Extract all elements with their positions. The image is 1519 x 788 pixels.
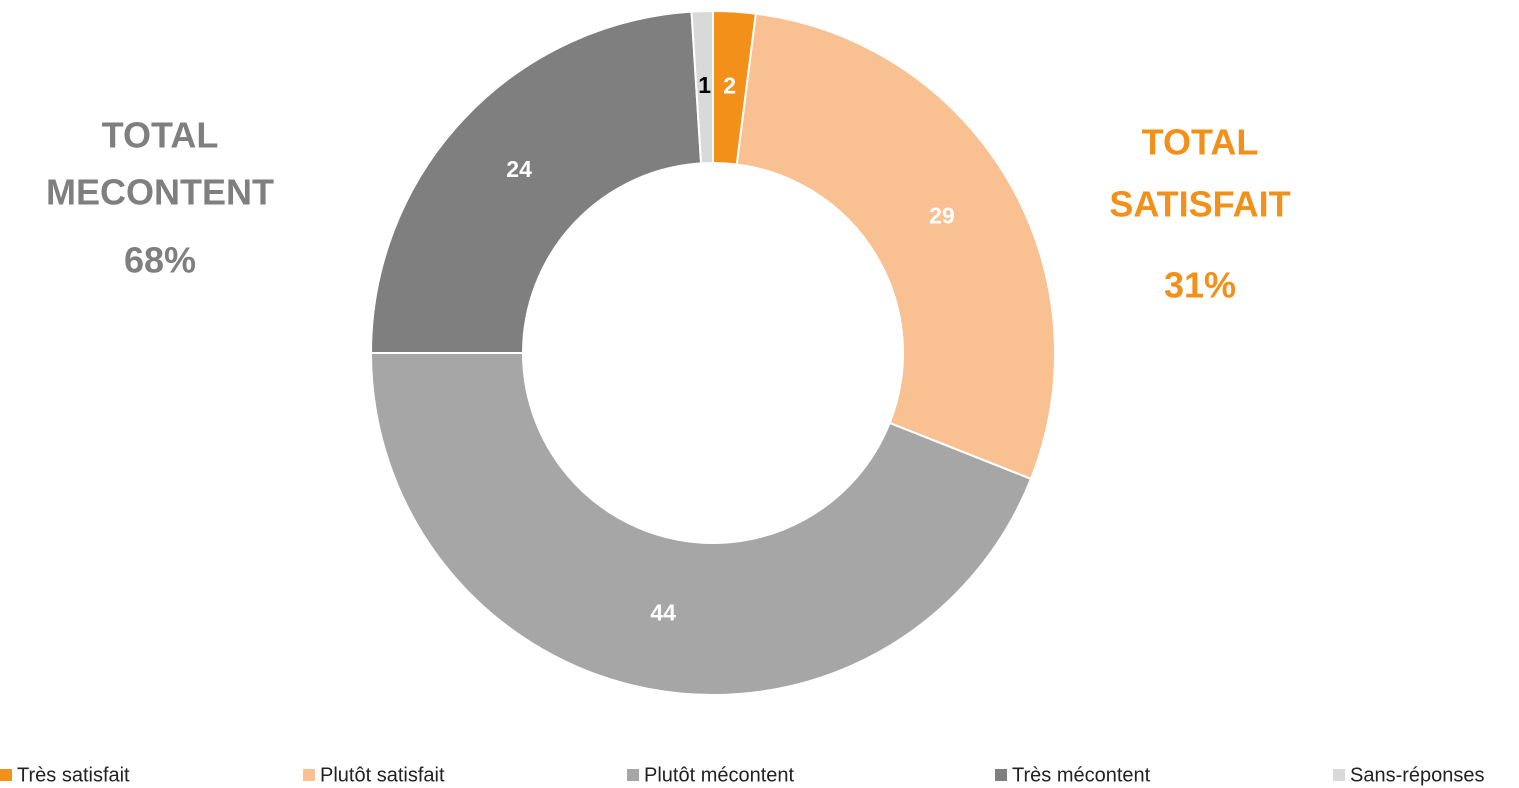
data-label: 44	[650, 599, 676, 625]
annotation: SATISFAIT	[1109, 184, 1290, 225]
legend-swatch	[995, 769, 1007, 781]
donut-slice	[369, 352, 1033, 696]
annotation: MECONTENT	[46, 172, 274, 213]
legend-swatch	[303, 769, 315, 781]
annotation: TOTAL	[1142, 122, 1259, 163]
legend-swatch	[1333, 769, 1345, 781]
data-label: 29	[929, 203, 955, 229]
annotation: 68%	[124, 240, 196, 281]
legend-label: Très mécontent	[1012, 764, 1151, 786]
data-label: 24	[506, 156, 532, 182]
data-label: 2	[723, 73, 736, 99]
donut-slice	[690, 9, 714, 165]
legend-label: Plutôt satisfait	[320, 764, 445, 786]
donut-slice	[369, 10, 703, 354]
donut-slice	[735, 12, 1056, 481]
legend-swatch	[0, 769, 12, 781]
legend-label: Sans-réponses	[1350, 764, 1485, 786]
annotation: 31%	[1164, 265, 1236, 306]
legend-label: Plutôt mécontent	[644, 764, 795, 786]
legend-label: Très satisfait	[17, 764, 130, 786]
data-label: 1	[698, 72, 711, 98]
annotation: TOTAL	[102, 115, 219, 156]
legend-swatch	[627, 769, 639, 781]
